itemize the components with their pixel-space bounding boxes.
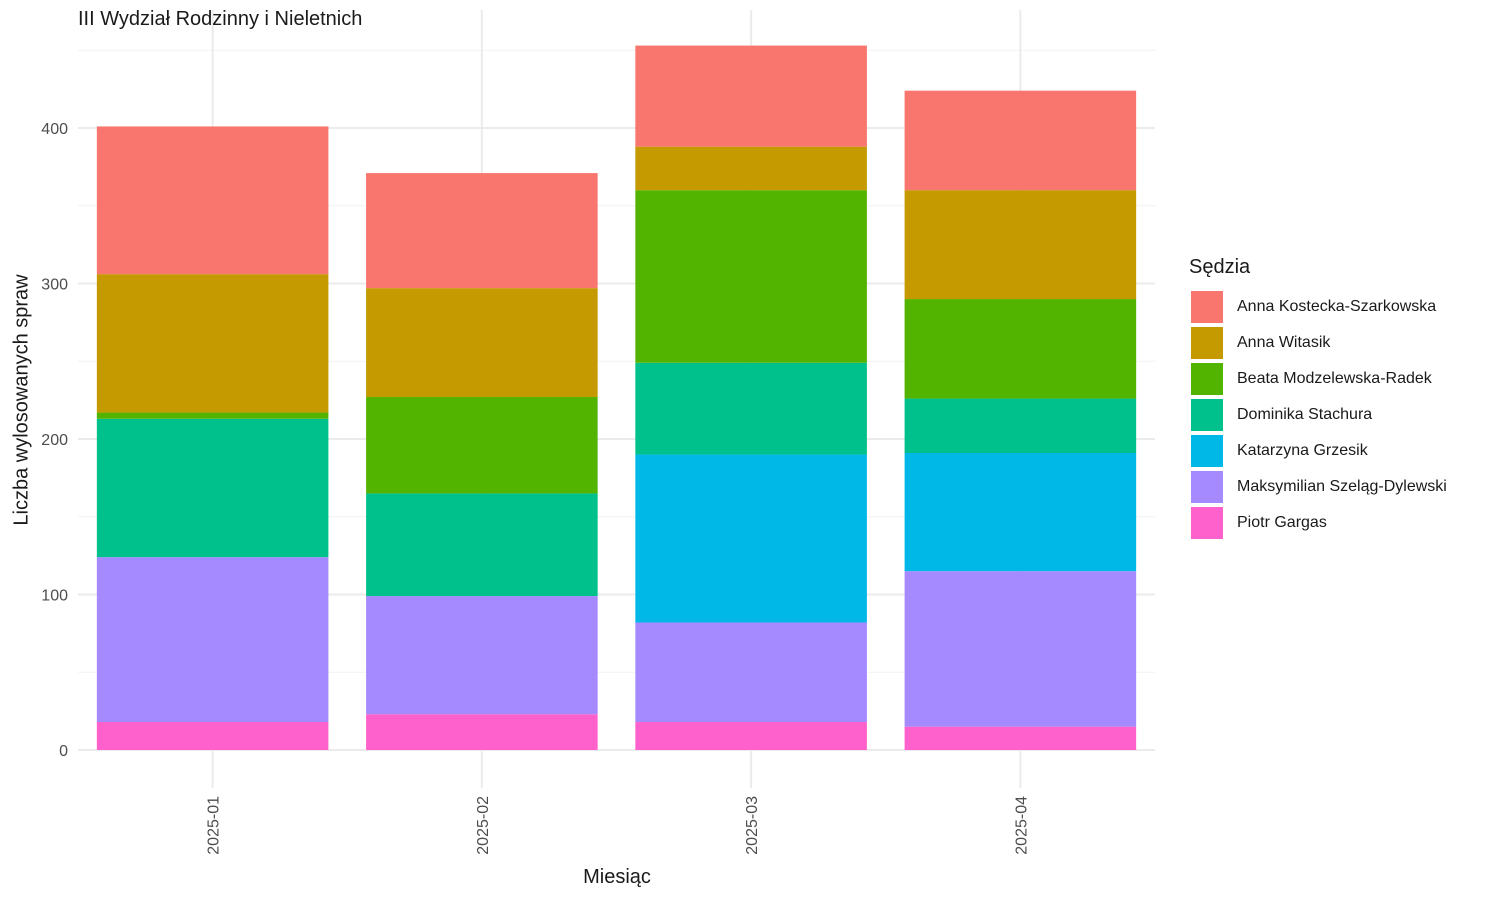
bar-segment-anna-kostecka-szarkowska: [366, 173, 598, 289]
bar-segment-anna-witasik: [904, 190, 1137, 300]
bar-segment-beata-modzelewska-radek: [904, 299, 1137, 399]
bar-segment-beata-modzelewska-radek: [635, 190, 867, 363]
legend-item: Maksymilian Szeląg-Dylewski: [1189, 469, 1447, 505]
y-tick-labels: 0 100 200 300 400: [41, 121, 68, 760]
bar-segment-dominika-stachura: [635, 362, 867, 455]
y-axis-label: Liczba wylosowanych spraw: [10, 274, 33, 526]
bar-segment-dominika-stachura: [904, 398, 1137, 453]
legend-label: Maksymilian Szeląg-Dylewski: [1237, 478, 1447, 495]
x-tick-label: 2025-03: [744, 796, 761, 855]
chart-title: III Wydział Rodzinny i Nieletnich: [78, 8, 363, 30]
bar-segment-beata-modzelewska-radek: [366, 397, 598, 494]
legend-item: Katarzyna Grzesik: [1189, 433, 1447, 469]
bar-segment-anna-kostecka-szarkowska: [904, 90, 1137, 191]
legend-title: Sędzia: [1189, 256, 1251, 278]
bar-segment-dominika-stachura: [366, 493, 598, 597]
bar-segment-anna-kostecka-szarkowska: [96, 126, 329, 275]
y-tick-label: 200: [41, 432, 68, 449]
bar-segment-katarzyna-grzesik: [635, 454, 867, 623]
y-tick-label: 400: [41, 121, 68, 138]
legend-label: Katarzyna Grzesik: [1237, 442, 1368, 459]
bar-segment-beata-modzelewska-radek: [96, 412, 329, 419]
bar-segment-piotr-gargas: [366, 714, 598, 750]
legend-swatch: [1191, 363, 1223, 395]
bar-segment-maksymilian-szel-g-dylewski: [904, 571, 1137, 727]
bar-segment-maksymilian-szel-g-dylewski: [366, 596, 598, 715]
legend-label: Piotr Gargas: [1237, 514, 1327, 531]
bar-segment-katarzyna-grzesik: [904, 452, 1137, 572]
x-axis-label: Miesiąc: [583, 866, 651, 888]
bar-segment-maksymilian-szel-g-dylewski: [96, 557, 329, 723]
legend-swatch: [1191, 291, 1223, 323]
legend-label: Anna Witasik: [1237, 334, 1331, 351]
y-tick-label: 100: [41, 588, 68, 605]
legend-swatch: [1191, 435, 1223, 467]
bar-segment-piotr-gargas: [635, 722, 867, 750]
y-tick-label: 0: [59, 743, 68, 760]
legend-label: Beata Modzelewska-Radek: [1237, 370, 1432, 387]
bar-segment-piotr-gargas: [904, 726, 1137, 750]
bar-segment-maksymilian-szel-g-dylewski: [635, 622, 867, 723]
x-tick-label: 2025-04: [1013, 796, 1030, 855]
legend-swatch: [1191, 327, 1223, 359]
legend-item: Anna Kostecka-Szarkowska: [1189, 289, 1447, 325]
legend-swatch: [1191, 399, 1223, 431]
legend-item: Anna Witasik: [1189, 325, 1447, 361]
legend-item: Beata Modzelewska-Radek: [1189, 361, 1447, 397]
legend-swatch: [1191, 507, 1223, 539]
legend-label: Dominika Stachura: [1237, 406, 1373, 423]
bar-segment-anna-witasik: [96, 274, 329, 413]
y-tick-label: 300: [41, 277, 68, 294]
bar-segment-dominika-stachura: [96, 418, 329, 558]
bar-segment-anna-witasik: [366, 288, 598, 398]
x-tick-labels: 2025-01 2025-02 2025-03 2025-04: [206, 796, 1031, 855]
legend-swatch: [1191, 471, 1223, 503]
bar-segment-anna-witasik: [635, 146, 867, 191]
bar-segment-piotr-gargas: [96, 722, 329, 750]
x-tick-label: 2025-01: [206, 796, 223, 855]
legend: Sędzia Anna Kostecka-Szarkowska Anna Wita…: [1189, 256, 1447, 541]
legend-items: Anna Kostecka-Szarkowska Anna Witasik Beat…: [1189, 289, 1447, 541]
legend-item: Piotr Gargas: [1189, 505, 1447, 541]
x-tick-label: 2025-02: [475, 796, 492, 855]
bars: [96, 45, 1137, 750]
legend-label: Anna Kostecka-Szarkowska: [1237, 298, 1437, 315]
bar-segment-anna-kostecka-szarkowska: [635, 45, 867, 147]
legend-item: Dominika Stachura: [1189, 397, 1447, 433]
